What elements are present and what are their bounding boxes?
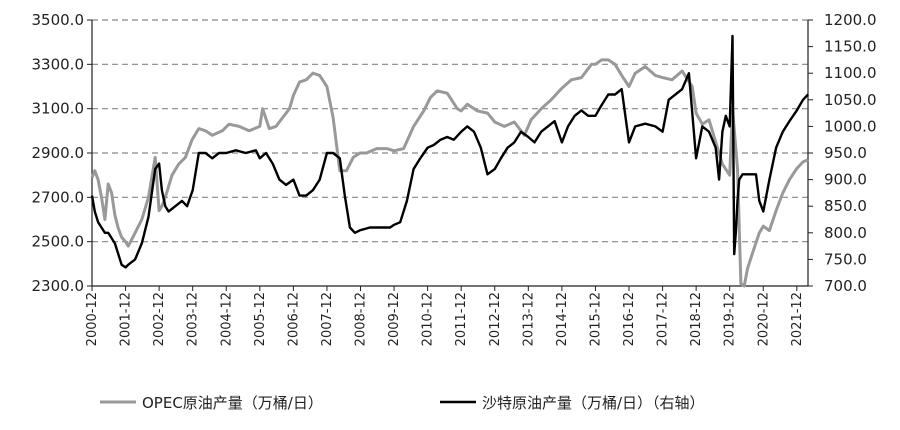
y-right-tick-label: 1200.0 xyxy=(824,11,877,29)
x-tick-label: 2003-12 xyxy=(186,292,201,346)
x-tick-label: 2014-12 xyxy=(555,292,570,346)
x-tick-label: 2017-12 xyxy=(656,292,671,346)
x-tick-label: 2020-12 xyxy=(756,292,771,346)
y-right-tick-label: 900.0 xyxy=(824,171,867,189)
tick-labels: 3500.0 3300.0 3100.0 2900.0 2700.0 2500.0 2300… xyxy=(32,11,877,346)
x-tick-label: 2021-12 xyxy=(790,292,805,346)
x-tick-label: 2015-12 xyxy=(588,292,603,346)
x-tick-label: 2019-12 xyxy=(723,292,738,346)
y-right-tick-label: 700.0 xyxy=(824,277,867,295)
y-left-tick-label: 2900.0 xyxy=(32,144,85,162)
x-tick-label: 2008-12 xyxy=(354,292,369,346)
y-left-tick-label: 3300.0 xyxy=(32,55,85,73)
x-tick-label: 2002-12 xyxy=(152,292,167,346)
legend-item-saudi: 沙特原油产量（万桶/日）（右轴） xyxy=(440,394,705,412)
opec-series-line xyxy=(90,58,809,288)
legend-label: 沙特原油产量（万桶/日）（右轴） xyxy=(482,394,705,412)
x-tick-label: 2005-12 xyxy=(253,292,268,346)
series-lines xyxy=(90,34,809,288)
x-tick-label: 2018-12 xyxy=(689,292,704,346)
y-right-tick-label: 1100.0 xyxy=(824,64,877,82)
axes xyxy=(87,19,813,291)
y-right-tick-label: 1050.0 xyxy=(824,91,877,109)
y-left-tick-label: 2700.0 xyxy=(32,188,85,206)
y-left-tick-label: 3500.0 xyxy=(32,11,85,29)
x-tick-label: 2006-12 xyxy=(286,292,301,346)
y-right-tick-label: 950.0 xyxy=(824,144,867,162)
x-tick-label: 2000-12 xyxy=(85,292,100,346)
x-tick-label: 2012-12 xyxy=(488,292,503,346)
y-right-tick-label: 1000.0 xyxy=(824,117,877,135)
x-tick-label: 2004-12 xyxy=(219,292,234,346)
x-tick-label: 2001-12 xyxy=(119,292,134,346)
x-tick-label: 2013-12 xyxy=(521,292,536,346)
y-right-tick-label: 850.0 xyxy=(824,197,867,215)
x-tick-label: 2011-12 xyxy=(454,292,469,346)
y-left-tick-label: 2500.0 xyxy=(32,233,85,251)
legend-item-opec: OPEC原油产量（万桶/日） xyxy=(100,394,323,412)
y-left-tick-label: 2300.0 xyxy=(32,277,85,295)
x-tick-label: 2016-12 xyxy=(622,292,637,346)
x-tick-label: 2010-12 xyxy=(421,292,436,346)
x-tick-label: 2007-12 xyxy=(320,292,335,346)
x-tick-label: 2009-12 xyxy=(387,292,402,346)
saudi-series-line xyxy=(90,34,809,269)
legend-label: OPEC原油产量（万桶/日） xyxy=(142,394,323,412)
y-right-tick-label: 800.0 xyxy=(824,224,867,242)
y-right-tick-label: 750.0 xyxy=(824,250,867,268)
y-left-tick-label: 3100.0 xyxy=(32,100,85,118)
legend: OPEC原油产量（万桶/日） 沙特原油产量（万桶/日）（右轴） xyxy=(100,394,705,412)
y-right-tick-label: 1150.0 xyxy=(824,38,877,56)
